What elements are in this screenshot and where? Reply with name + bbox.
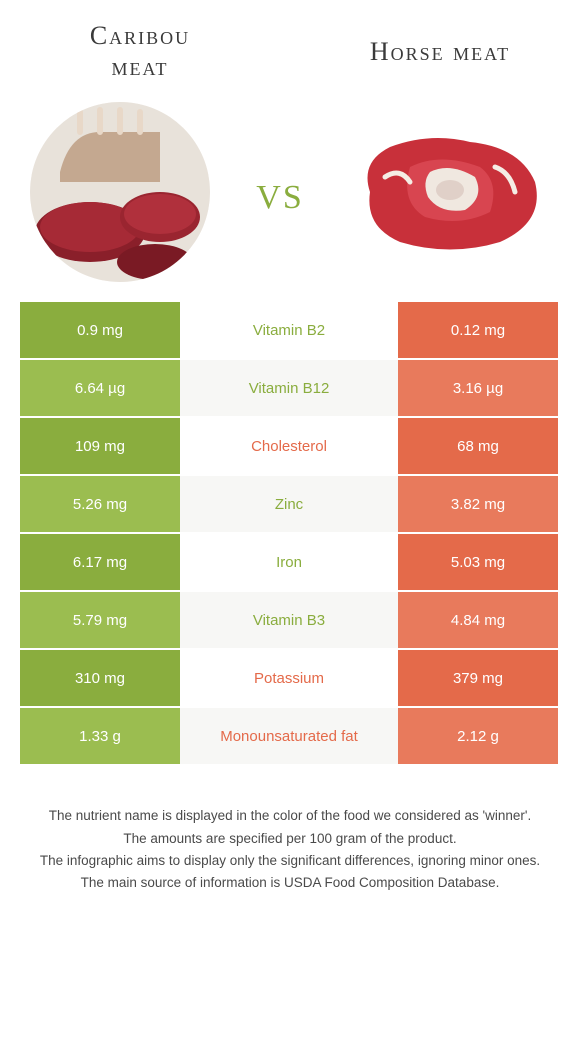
right-value: 2.12 g bbox=[398, 708, 558, 764]
left-value: 1.33 g bbox=[20, 708, 180, 764]
nutrient-name: Vitamin B2 bbox=[180, 302, 398, 358]
table-row: 1.33 gMonounsaturated fat2.12 g bbox=[20, 708, 560, 764]
horse-meat-icon bbox=[350, 122, 550, 262]
left-image bbox=[30, 102, 210, 282]
left-value: 6.17 mg bbox=[20, 534, 180, 590]
footer-line: The infographic aims to display only the… bbox=[20, 851, 560, 871]
right-value: 3.16 µg bbox=[398, 360, 558, 416]
nutrient-name: Cholesterol bbox=[180, 418, 398, 474]
footer-line: The main source of information is USDA F… bbox=[20, 873, 560, 893]
table-row: 109 mgCholesterol68 mg bbox=[20, 418, 560, 474]
nutrient-name: Monounsaturated fat bbox=[180, 708, 398, 764]
header: Caribou meat Horse meat bbox=[0, 0, 580, 92]
left-value: 5.79 mg bbox=[20, 592, 180, 648]
right-value: 0.12 mg bbox=[398, 302, 558, 358]
table-row: 6.64 µgVitamin B123.16 µg bbox=[20, 360, 560, 416]
left-value: 109 mg bbox=[20, 418, 180, 474]
right-image bbox=[350, 122, 550, 262]
right-value: 3.82 mg bbox=[398, 476, 558, 532]
left-value: 310 mg bbox=[20, 650, 180, 706]
right-title: Horse meat bbox=[350, 36, 530, 67]
footer-line: The nutrient name is displayed in the co… bbox=[20, 806, 560, 826]
right-value: 379 mg bbox=[398, 650, 558, 706]
images-row: vs bbox=[0, 92, 580, 302]
right-title-text: Horse meat bbox=[350, 36, 530, 67]
nutrient-name: Zinc bbox=[180, 476, 398, 532]
left-value: 6.64 µg bbox=[20, 360, 180, 416]
footer-line: The amounts are specified per 100 gram o… bbox=[20, 829, 560, 849]
left-title: Caribou meat bbox=[50, 20, 230, 82]
left-title-line2: meat bbox=[50, 51, 230, 82]
table-row: 310 mgPotassium379 mg bbox=[20, 650, 560, 706]
table-row: 0.9 mgVitamin B20.12 mg bbox=[20, 302, 560, 358]
right-value: 68 mg bbox=[398, 418, 558, 474]
nutrient-name: Vitamin B3 bbox=[180, 592, 398, 648]
table-row: 5.26 mgZinc3.82 mg bbox=[20, 476, 560, 532]
nutrient-name: Potassium bbox=[180, 650, 398, 706]
right-value: 5.03 mg bbox=[398, 534, 558, 590]
nutrient-name: Vitamin B12 bbox=[180, 360, 398, 416]
caribou-meat-icon bbox=[30, 102, 210, 282]
vs-label: vs bbox=[256, 165, 303, 220]
footer-notes: The nutrient name is displayed in the co… bbox=[0, 766, 580, 893]
table-row: 6.17 mgIron5.03 mg bbox=[20, 534, 560, 590]
nutrient-name: Iron bbox=[180, 534, 398, 590]
table-row: 5.79 mgVitamin B34.84 mg bbox=[20, 592, 560, 648]
left-title-line1: Caribou bbox=[50, 20, 230, 51]
comparison-table: 0.9 mgVitamin B20.12 mg6.64 µgVitamin B1… bbox=[20, 302, 560, 764]
left-value: 0.9 mg bbox=[20, 302, 180, 358]
right-value: 4.84 mg bbox=[398, 592, 558, 648]
left-value: 5.26 mg bbox=[20, 476, 180, 532]
